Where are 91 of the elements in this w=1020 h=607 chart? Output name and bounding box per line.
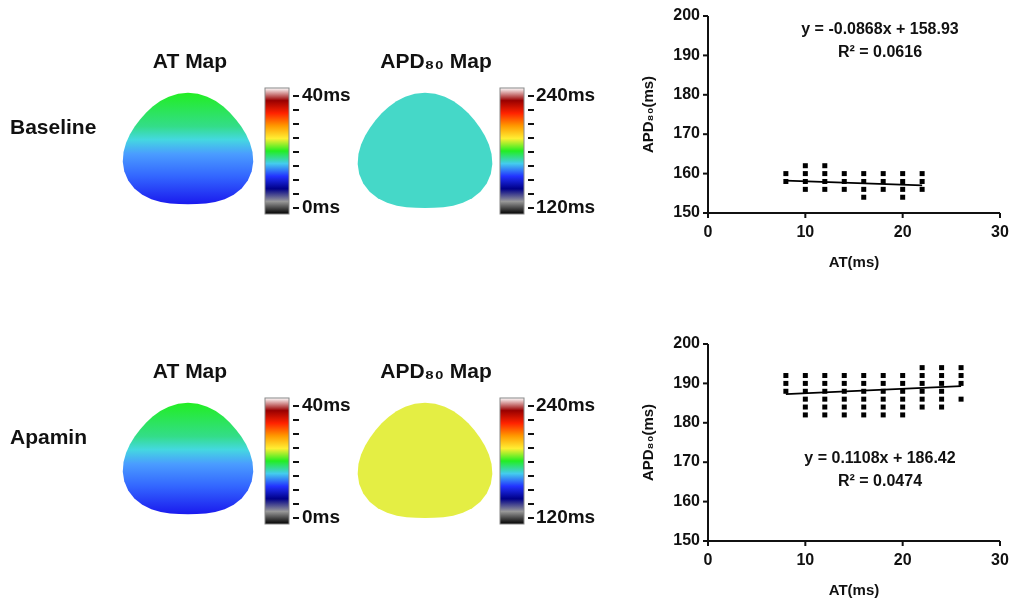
point	[900, 404, 906, 410]
text: 120ms	[536, 196, 596, 218]
point	[841, 404, 847, 410]
point	[900, 373, 906, 379]
point	[919, 388, 925, 394]
point	[919, 373, 925, 379]
x-tick-label: 30	[991, 223, 1009, 240]
point	[939, 365, 945, 371]
point	[919, 404, 925, 410]
point	[861, 396, 867, 402]
y-tick-label: 180	[673, 85, 701, 103]
y-tick-label: 160	[673, 491, 701, 509]
point	[880, 404, 886, 410]
text: 240ms	[536, 394, 596, 416]
annotation: y = -0.0868x + 158.93	[801, 20, 959, 38]
point	[861, 404, 867, 410]
text: 40ms	[302, 394, 351, 416]
text: AT Map	[152, 48, 228, 72]
annotation: R² = 0.0616	[837, 43, 923, 61]
point	[919, 380, 925, 386]
x-axis-title: AT(ms)	[828, 253, 880, 270]
x-tick-label: 30	[991, 551, 1009, 568]
text: Apamin	[10, 424, 88, 448]
text: 0ms	[302, 196, 341, 218]
point	[939, 373, 945, 379]
point	[841, 396, 847, 402]
y-tick-label: 180	[673, 413, 701, 431]
y-tick-label: 150	[673, 531, 701, 549]
y-tick-label: 170	[673, 452, 701, 470]
point	[822, 404, 828, 410]
y-tick-label: 190	[673, 373, 701, 391]
point	[861, 412, 867, 418]
point	[802, 396, 808, 402]
point	[900, 412, 906, 418]
point	[841, 412, 847, 418]
text: 40ms	[302, 84, 351, 106]
x-tick-label: 0	[703, 551, 713, 568]
y-tick-label: 200	[673, 334, 701, 352]
text: 240ms	[536, 84, 596, 106]
text: 120ms	[536, 506, 596, 528]
y-tick-label: 160	[673, 163, 701, 181]
x-tick-label: 20	[893, 551, 912, 568]
point	[880, 412, 886, 418]
point	[919, 365, 925, 371]
text: APD₈₀ Map	[380, 48, 492, 72]
x-tick-label: 0	[703, 223, 713, 240]
point	[802, 404, 808, 410]
point	[861, 380, 867, 386]
y-tick-label: 190	[673, 45, 701, 63]
x-axis-title: AT(ms)	[828, 581, 880, 598]
point	[958, 373, 964, 379]
point	[958, 365, 964, 371]
point	[822, 380, 828, 386]
annotation: R² = 0.0474	[837, 472, 923, 490]
point	[919, 396, 925, 402]
y-axis-title: APD₈₀(ms)	[639, 75, 656, 154]
point	[841, 373, 847, 379]
y-tick-label: 200	[673, 6, 701, 24]
point	[900, 380, 906, 386]
point	[939, 404, 945, 410]
point	[939, 388, 945, 394]
point	[958, 380, 964, 386]
text: AT Map	[152, 358, 228, 382]
point	[783, 380, 789, 386]
point	[822, 412, 828, 418]
point	[958, 396, 964, 402]
point	[861, 373, 867, 379]
point	[822, 373, 828, 379]
point	[880, 396, 886, 402]
point	[783, 373, 789, 379]
y-tick-label: 170	[673, 124, 701, 142]
point	[939, 396, 945, 402]
x-tick-label: 10	[796, 223, 815, 240]
point	[939, 380, 945, 386]
y-axis-title: APD₈₀(ms)	[639, 403, 656, 482]
text: Baseline	[10, 114, 97, 138]
point	[880, 380, 886, 386]
point	[822, 396, 828, 402]
point	[783, 388, 789, 394]
text: 0ms	[302, 506, 341, 528]
point	[802, 380, 808, 386]
point	[880, 373, 886, 379]
point	[841, 380, 847, 386]
x-tick-label: 10	[796, 551, 815, 568]
text: APD₈₀ Map	[380, 358, 492, 382]
x-tick-label: 20	[893, 223, 912, 240]
y-tick-label: 150	[673, 203, 701, 221]
annotation: y = 0.1108x + 186.42	[804, 449, 956, 467]
point	[802, 412, 808, 418]
point	[900, 396, 906, 402]
point	[802, 373, 808, 379]
